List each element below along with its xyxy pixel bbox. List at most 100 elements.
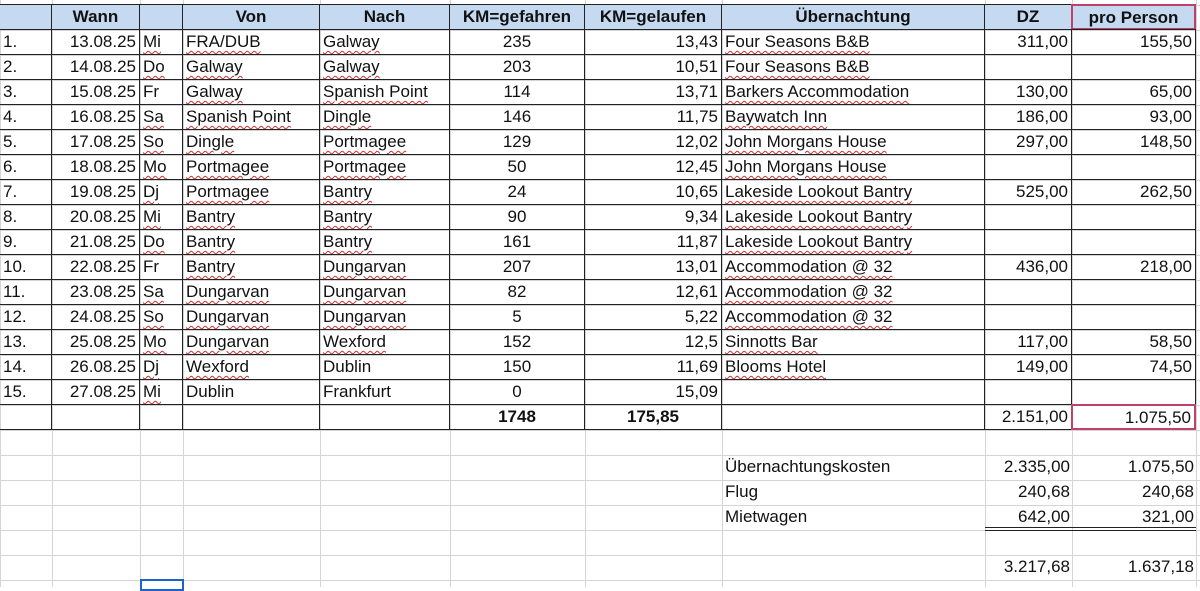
table-cell[interactable]: 3. (0, 79, 52, 105)
table-cell[interactable]: 5,22 (584, 304, 722, 330)
table-cell[interactable]: 2. (0, 54, 52, 80)
table-cell[interactable]: 0 (449, 379, 585, 405)
table-cell[interactable]: 20.08.25 (51, 204, 140, 230)
table-cell[interactable]: 436,00 (984, 254, 1072, 280)
total-cell[interactable] (0, 404, 52, 430)
table-cell[interactable]: 297,00 (984, 129, 1072, 155)
table-cell[interactable]: 12,45 (584, 154, 722, 180)
table-cell[interactable]: Galway (182, 54, 320, 80)
table-cell[interactable]: Dublin (182, 379, 320, 405)
table-cell[interactable]: Portmagee (182, 179, 320, 205)
table-cell[interactable]: 13.08.25 (51, 29, 140, 55)
column-header[interactable]: KM=gelaufen (584, 4, 722, 30)
table-cell[interactable]: Mo (139, 329, 183, 355)
table-cell[interactable]: Spanish Point (319, 79, 450, 105)
table-cell[interactable]: 161 (449, 229, 585, 255)
summary-dz[interactable]: 240,68 (985, 480, 1073, 506)
column-header[interactable]: Nach (319, 4, 450, 30)
table-cell[interactable]: Wexford (319, 329, 450, 355)
table-cell[interactable]: Portmagee (319, 129, 450, 155)
table-cell[interactable]: 27.08.25 (51, 379, 140, 405)
table-cell[interactable]: Dingle (182, 129, 320, 155)
table-cell[interactable]: Lakeside Lookout Bantry (721, 229, 985, 255)
table-cell[interactable]: Dublin (319, 354, 450, 380)
table-cell[interactable]: 207 (449, 254, 585, 280)
table-cell[interactable]: 65,00 (1071, 79, 1196, 105)
total-cell[interactable]: 1.075,50 (1071, 404, 1196, 430)
column-header[interactable]: KM=gefahren (449, 4, 585, 30)
table-cell[interactable]: 11. (0, 279, 52, 305)
table-cell[interactable]: Bantry (319, 204, 450, 230)
total-cell[interactable]: 1748 (449, 404, 585, 430)
table-cell[interactable]: 262,50 (1071, 179, 1196, 205)
total-cell[interactable]: 2.151,00 (984, 404, 1072, 430)
table-cell[interactable]: Galway (182, 79, 320, 105)
total-cell[interactable]: 175,85 (584, 404, 722, 430)
table-cell[interactable]: 14. (0, 354, 52, 380)
table-cell[interactable]: 203 (449, 54, 585, 80)
table-cell[interactable] (984, 229, 1072, 255)
table-cell[interactable] (984, 279, 1072, 305)
table-cell[interactable]: Galway (319, 29, 450, 55)
table-cell[interactable]: 22.08.25 (51, 254, 140, 280)
table-cell[interactable]: Dungarvan (319, 254, 450, 280)
column-header[interactable]: DZ (984, 4, 1072, 30)
table-cell[interactable]: 218,00 (1071, 254, 1196, 280)
table-cell[interactable]: Dungarvan (319, 279, 450, 305)
summary-pp[interactable]: 321,00 (1072, 505, 1197, 531)
table-cell[interactable]: Sinnotts Bar (721, 329, 985, 355)
table-cell[interactable]: 23.08.25 (51, 279, 140, 305)
table-cell[interactable]: 10,51 (584, 54, 722, 80)
column-header[interactable]: Von (182, 4, 320, 30)
table-cell[interactable]: 14.08.25 (51, 54, 140, 80)
table-cell[interactable]: 19.08.25 (51, 179, 140, 205)
table-cell[interactable]: John Morgans House (721, 129, 985, 155)
table-cell[interactable] (721, 379, 985, 405)
summary-label[interactable]: Übernachtungskosten (722, 455, 986, 481)
table-cell[interactable]: 146 (449, 104, 585, 130)
table-cell[interactable] (1071, 304, 1196, 330)
table-cell[interactable]: 11,75 (584, 104, 722, 130)
table-cell[interactable]: 10,65 (584, 179, 722, 205)
table-cell[interactable]: 9. (0, 229, 52, 255)
table-cell[interactable]: Dj (139, 179, 183, 205)
table-cell[interactable]: 82 (449, 279, 585, 305)
grand-total-dz[interactable]: 3.217,68 (985, 555, 1073, 581)
table-cell[interactable]: 93,00 (1071, 104, 1196, 130)
table-cell[interactable]: Wexford (182, 354, 320, 380)
table-cell[interactable]: Bantry (182, 229, 320, 255)
table-cell[interactable]: 130,00 (984, 79, 1072, 105)
table-cell[interactable]: 12,02 (584, 129, 722, 155)
table-cell[interactable]: Barkers Accommodation (721, 79, 985, 105)
table-cell[interactable]: Spanish Point (182, 104, 320, 130)
table-cell[interactable] (1071, 279, 1196, 305)
table-cell[interactable]: Mi (139, 29, 183, 55)
table-cell[interactable]: 13,43 (584, 29, 722, 55)
column-header[interactable]: pro Person (1071, 4, 1196, 30)
table-cell[interactable]: 17.08.25 (51, 129, 140, 155)
table-cell[interactable]: 21.08.25 (51, 229, 140, 255)
table-cell[interactable] (1071, 204, 1196, 230)
table-cell[interactable]: Mo (139, 154, 183, 180)
table-cell[interactable]: 5 (449, 304, 585, 330)
table-cell[interactable]: Portmagee (319, 154, 450, 180)
table-cell[interactable]: So (139, 304, 183, 330)
table-cell[interactable] (1071, 154, 1196, 180)
table-cell[interactable]: 186,00 (984, 104, 1072, 130)
table-cell[interactable]: 15,09 (584, 379, 722, 405)
summary-dz[interactable]: 2.335,00 (985, 455, 1073, 481)
grand-total-pp[interactable]: 1.637,18 (1072, 555, 1197, 581)
table-cell[interactable]: Dungarvan (182, 279, 320, 305)
table-cell[interactable]: 12. (0, 304, 52, 330)
table-cell[interactable]: Dungarvan (182, 304, 320, 330)
table-cell[interactable]: Bantry (319, 179, 450, 205)
table-cell[interactable] (984, 154, 1072, 180)
table-cell[interactable]: Lakeside Lookout Bantry (721, 204, 985, 230)
total-cell[interactable] (319, 404, 450, 430)
column-header[interactable]: Übernachtung (721, 4, 985, 30)
table-cell[interactable]: 7. (0, 179, 52, 205)
table-cell[interactable]: Mi (139, 204, 183, 230)
table-cell[interactable]: Four Seasons B&B (721, 54, 985, 80)
table-cell[interactable]: So (139, 129, 183, 155)
table-cell[interactable]: FRA/DUB (182, 29, 320, 55)
